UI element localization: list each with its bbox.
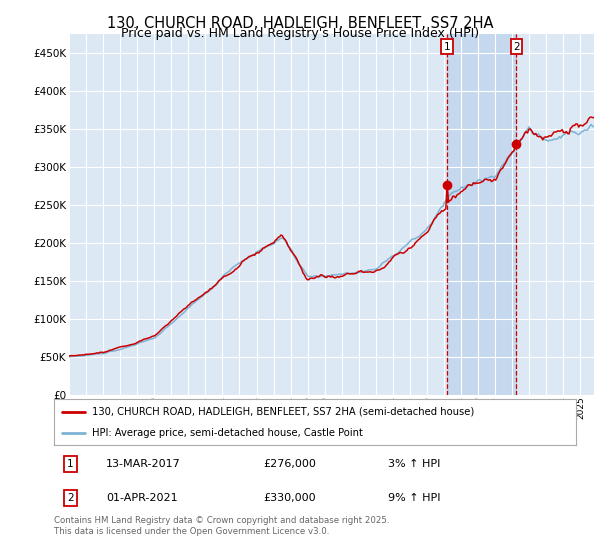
Text: 1: 1 [444, 41, 451, 52]
Text: 01-APR-2021: 01-APR-2021 [106, 493, 178, 503]
Text: 2: 2 [67, 493, 74, 503]
Text: £330,000: £330,000 [263, 493, 316, 503]
Text: 2: 2 [513, 41, 520, 52]
Text: Price paid vs. HM Land Registry's House Price Index (HPI): Price paid vs. HM Land Registry's House … [121, 27, 479, 40]
Bar [448, 34, 517, 395]
Text: HPI: Average price, semi-detached house, Castle Point: HPI: Average price, semi-detached house,… [92, 428, 362, 438]
Text: 13-MAR-2017: 13-MAR-2017 [106, 459, 181, 469]
Text: £276,000: £276,000 [263, 459, 316, 469]
Text: 130, CHURCH ROAD, HADLEIGH, BENFLEET, SS7 2HA (semi-detached house): 130, CHURCH ROAD, HADLEIGH, BENFLEET, SS… [92, 407, 474, 417]
Text: 3% ↑ HPI: 3% ↑ HPI [388, 459, 440, 469]
Text: 130, CHURCH ROAD, HADLEIGH, BENFLEET, SS7 2HA: 130, CHURCH ROAD, HADLEIGH, BENFLEET, SS… [107, 16, 493, 31]
Text: Contains HM Land Registry data © Crown copyright and database right 2025.
This d: Contains HM Land Registry data © Crown c… [54, 516, 389, 536]
Text: 9% ↑ HPI: 9% ↑ HPI [388, 493, 440, 503]
Text: 1: 1 [67, 459, 74, 469]
